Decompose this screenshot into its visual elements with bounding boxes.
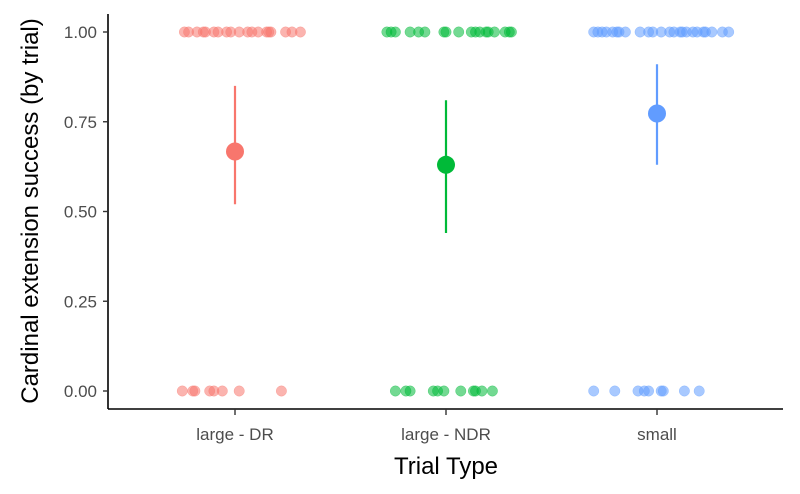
data-point-large-ndr-5 [419,26,431,38]
data-point-large-ndr-24 [455,385,467,397]
y-tick-label: 1.00 [64,23,97,42]
data-point-small-32 [693,385,705,397]
y-tick-label: 0.00 [64,382,97,401]
mean-point-large-dr [226,142,244,161]
data-point-large-ndr-23 [438,385,450,397]
data-point-large-ndr-8 [453,26,465,38]
data-point-large-ndr-17 [505,26,517,38]
data-point-small-23 [723,26,735,38]
data-point-large-dr-21 [189,385,201,397]
data-point-large-dr-24 [216,385,228,397]
jitter-points-layer [176,26,735,397]
data-point-small-30 [657,385,669,397]
mean-point-large-ndr [437,155,455,174]
x-ticks-layer: large - DR large - NDR small [196,409,677,444]
data-point-large-ndr-2 [389,26,401,38]
x-axis-title: Trial Type [394,453,498,480]
data-point-small-24 [588,385,600,397]
data-point-large-dr-25 [233,385,245,397]
data-point-large-ndr-14 [489,26,500,38]
data-point-large-ndr-20 [404,385,416,397]
data-point-large-ndr-28 [486,385,498,397]
y-tick-label: 0.25 [64,292,97,311]
x-tick-label: large - DR [196,425,273,444]
data-point-large-ndr-18 [389,385,401,397]
x-tick-label: small [637,425,677,444]
data-point-small-21 [706,26,718,38]
data-point-small-31 [678,385,690,397]
data-point-large-dr-15 [263,26,275,38]
y-ticks-layer: 0.00 0.25 0.50 0.75 1.00 [64,23,108,401]
data-point-large-dr-4 [197,26,209,38]
data-point-large-dr-26 [275,385,287,397]
y-tick-label: 0.75 [64,113,97,132]
x-tick-label: large - NDR [401,425,491,444]
y-tick-label: 0.50 [64,203,97,222]
data-point-large-dr-18 [294,26,306,38]
mean-point-small [648,104,666,123]
data-point-small-28 [643,385,655,397]
y-axis-title: Cardinal extension success (by trial) [17,18,44,404]
data-point-large-dr-19 [176,385,188,397]
data-point-small-25 [609,385,621,397]
mean-ci-layer [226,64,666,233]
data-point-small-7 [619,26,631,38]
data-point-large-ndr-27 [476,385,488,397]
data-point-large-ndr-7 [440,26,452,38]
